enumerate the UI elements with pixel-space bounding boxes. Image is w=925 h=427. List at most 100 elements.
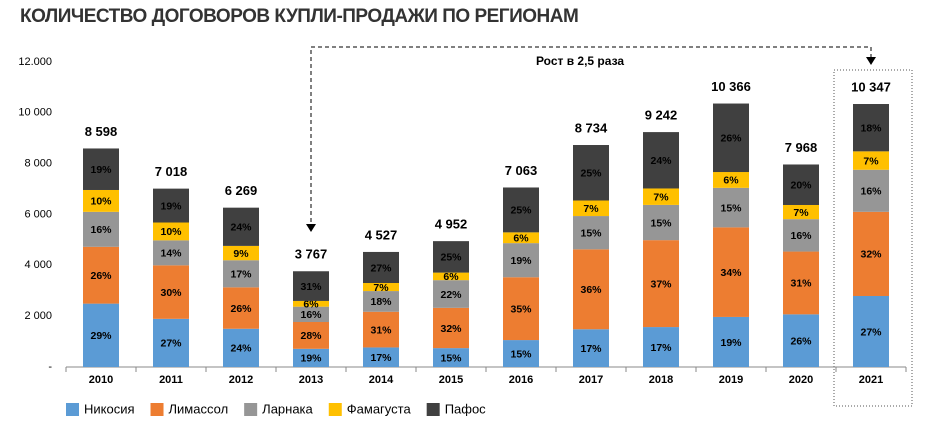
x-tick-label: 2018	[649, 374, 673, 386]
segment-label: 28%	[300, 330, 322, 342]
x-tick-label: 2014	[369, 374, 394, 386]
bar-segment	[853, 169, 889, 212]
segment-label: 37%	[650, 278, 672, 290]
bar-segment	[293, 322, 329, 349]
segment-label: 24%	[230, 343, 252, 355]
bar-segment	[503, 232, 539, 244]
legend-swatch	[328, 403, 342, 416]
segment-label: 36%	[580, 284, 602, 296]
total-label: 6 269	[225, 183, 258, 198]
bar-segment	[783, 219, 819, 252]
segment-label: 7%	[373, 282, 389, 294]
y-tick-label: 2 000	[24, 310, 52, 322]
total-label: 4 952	[435, 217, 468, 232]
segment-label: 17%	[580, 343, 602, 355]
segment-label: 26%	[720, 133, 742, 145]
segment-label: 26%	[90, 270, 112, 282]
total-label: 10 366	[711, 79, 751, 94]
segment-label: 9%	[233, 248, 249, 260]
segment-label: 7%	[863, 155, 879, 167]
bar-segment	[433, 348, 469, 367]
y-tick-label: 10 000	[18, 107, 52, 119]
segment-label: 19%	[160, 200, 182, 212]
chart-title: КОЛИЧЕСТВО ДОГОВОРОВ КУПЛИ-ПРОДАЖИ ПО РЕ…	[20, 6, 578, 27]
bar-segment	[643, 188, 679, 205]
segment-label: 15%	[440, 352, 462, 364]
x-tick-label: 2021	[859, 374, 883, 386]
x-tick-label: 2015	[439, 374, 463, 386]
total-label: 9 242	[645, 108, 678, 123]
bar-segment	[713, 227, 749, 317]
x-tick-label: 2016	[509, 374, 533, 386]
bar-segment	[503, 187, 539, 233]
bar-segment	[293, 271, 329, 301]
bar-segment	[853, 211, 889, 296]
bar-segment	[223, 260, 259, 288]
segment-label: 15%	[720, 202, 742, 214]
legend-label: Никосия	[84, 401, 135, 416]
segment-label: 29%	[90, 330, 112, 342]
bar-segment	[363, 347, 399, 367]
bar-segment	[783, 314, 819, 367]
segment-label: 6%	[513, 233, 529, 245]
segment-label: 7%	[583, 203, 599, 215]
legend-swatch	[150, 403, 164, 416]
segment-label: 27%	[370, 262, 392, 274]
segment-label: 27%	[860, 326, 882, 338]
bar-segment	[83, 189, 119, 212]
y-tick-label: 6 000	[24, 208, 52, 220]
total-label: 10 347	[851, 79, 891, 94]
segment-label: 16%	[790, 230, 812, 242]
segment-label: 31%	[300, 281, 322, 293]
bar-segment	[573, 145, 609, 201]
bar-segment	[433, 280, 469, 308]
segment-label: 31%	[370, 324, 392, 336]
segment-label: 15%	[650, 217, 672, 229]
total-label: 8 734	[575, 120, 608, 135]
bar-segment	[363, 251, 399, 284]
bar-segment	[573, 200, 609, 217]
bar-segment	[433, 272, 469, 281]
bar-segment	[783, 251, 819, 315]
bar-segment	[83, 211, 119, 247]
segment-label: 20%	[790, 180, 812, 192]
y-tick-label: 12.000	[18, 56, 52, 68]
bar-segment	[293, 348, 329, 367]
segment-label: 10%	[160, 226, 182, 238]
segment-label: 25%	[580, 168, 602, 180]
bar-segment	[433, 241, 469, 273]
bar-segment	[853, 295, 889, 367]
total-label: 7 063	[505, 163, 538, 178]
segment-label: 18%	[860, 122, 882, 134]
bar-segment	[643, 132, 679, 189]
bar-segment	[293, 300, 329, 307]
bar-segment	[573, 249, 609, 330]
segment-label: 14%	[160, 248, 182, 260]
segment-label: 16%	[300, 309, 322, 321]
bar-segment	[713, 316, 749, 367]
bar-segment	[153, 318, 189, 367]
legend-label: Пафос	[445, 401, 486, 416]
x-tick-label: 2017	[579, 374, 603, 386]
total-label: 7 018	[155, 164, 188, 179]
bar-segment	[153, 222, 189, 241]
segment-label: 32%	[440, 323, 462, 335]
segment-label: 17%	[230, 269, 252, 281]
segment-label: 15%	[580, 227, 602, 239]
bar-segment	[363, 291, 399, 312]
segment-label: 30%	[160, 287, 182, 299]
total-label: 3 767	[295, 247, 328, 262]
bar-segment	[433, 307, 469, 349]
segment-label: 19%	[90, 164, 112, 176]
bar-segment	[223, 287, 259, 329]
x-tick-label: 2012	[229, 374, 253, 386]
bar-segment	[363, 311, 399, 348]
total-label: 7 968	[785, 140, 818, 155]
segment-label: 19%	[300, 353, 322, 365]
bar-segment	[363, 283, 399, 292]
segment-label: 7%	[793, 207, 809, 219]
segment-label: 25%	[510, 205, 532, 217]
segment-label: 6%	[303, 299, 319, 311]
bar-segment	[503, 340, 539, 367]
bar-segment	[573, 216, 609, 250]
